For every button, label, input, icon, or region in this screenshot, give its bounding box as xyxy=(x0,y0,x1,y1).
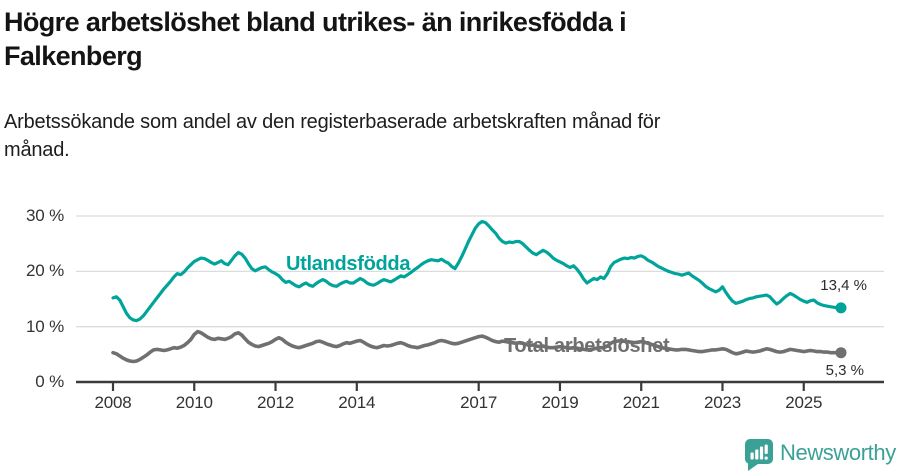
chart-subtitle: Arbetssökande som andel av den registerb… xyxy=(4,108,854,164)
page-title-line1: Högre arbetslöshet bland utrikes- än inr… xyxy=(4,7,627,37)
x-axis-tick-label: 2025 xyxy=(785,393,823,412)
newsworthy-logo: Newsworthy xyxy=(745,439,896,472)
x-axis-tick-label: 2019 xyxy=(541,393,579,412)
series-label-total-arbetsloshet: Total arbetslöshet xyxy=(504,335,670,357)
line-series-utlandsfodda xyxy=(111,219,843,323)
series-end-dot xyxy=(835,347,847,359)
end-value-label-total: 5,3 % xyxy=(825,362,864,379)
x-axis-tick-label: 2012 xyxy=(257,393,295,412)
y-axis-tick-label: 20 % xyxy=(26,261,64,281)
y-axis-tick-label: 30 % xyxy=(26,206,64,225)
x-axis-tick-label: 2008 xyxy=(94,393,132,412)
page-title-line2: Falkenberg xyxy=(4,41,143,71)
series-label-utlandsfodda: Utlandsfödda xyxy=(286,253,411,275)
y-axis-tick-label: 0 % xyxy=(35,372,64,391)
chart-subtitle-line2: månad. xyxy=(4,139,70,161)
newsworthy-logo-text: Newsworthy xyxy=(780,440,896,465)
x-axis-tick-label: 2023 xyxy=(703,393,741,412)
x-axis-tick-label: 2021 xyxy=(622,393,660,412)
chart-subtitle-line1: Arbetssökande som andel av den registerb… xyxy=(4,111,661,133)
newsworthy-logo-icon xyxy=(745,439,773,471)
x-axis-tick-label: 2017 xyxy=(460,393,498,412)
y-axis-tick-label: 10 % xyxy=(26,316,64,336)
end-value-label-utlandsfodda: 13,4 % xyxy=(820,277,867,294)
line-series-total xyxy=(111,329,843,364)
x-axis-tick-label: 2010 xyxy=(175,393,213,412)
x-axis-tick-label: 2014 xyxy=(338,393,376,412)
series-end-dot xyxy=(835,302,847,314)
page-title: Högre arbetslöshet bland utrikes- än inr… xyxy=(4,5,764,73)
